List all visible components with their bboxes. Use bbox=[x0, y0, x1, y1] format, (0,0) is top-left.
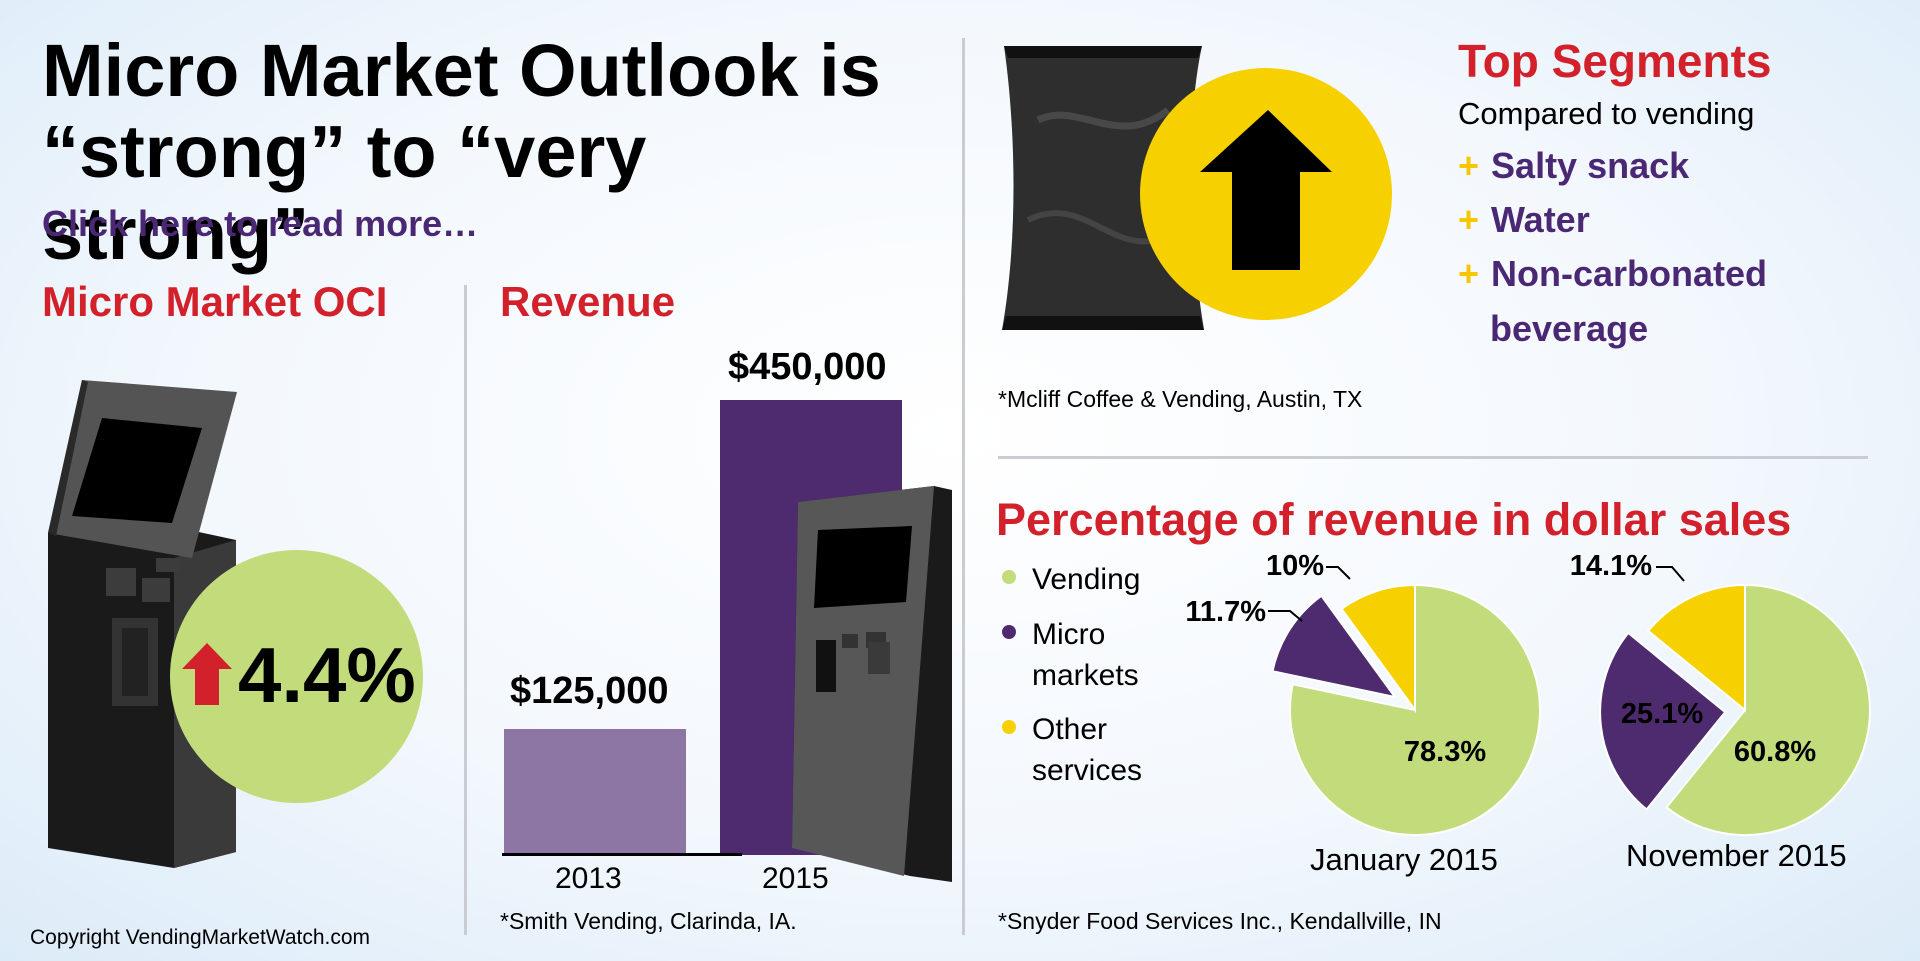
revenue-value-label-2013: $125,000 bbox=[510, 670, 669, 712]
title-line-2: “strong” to “very strong” bbox=[42, 110, 647, 275]
segment-label: Water bbox=[1491, 199, 1590, 240]
pie-leader-line bbox=[1326, 566, 1351, 580]
pie-caption-january: January 2015 bbox=[1310, 842, 1498, 877]
segments-note: *Mcliff Coffee & Vending, Austin, TX bbox=[998, 386, 1363, 412]
pie-slice-other-services bbox=[1340, 583, 1416, 714]
revenue-category-label-2015: 2015 bbox=[762, 862, 829, 895]
pie-slice-micro-markets bbox=[1271, 594, 1398, 699]
segments-heading: Top Segments bbox=[1458, 35, 1772, 87]
legend-dot-vending bbox=[1002, 570, 1016, 585]
legend-dot-micro-markets bbox=[1002, 624, 1016, 639]
oci-heading: Micro Market OCI bbox=[42, 278, 388, 325]
kiosk-illustration-center bbox=[792, 486, 952, 882]
revenue-axis-line bbox=[502, 853, 742, 856]
pie-chart-january-2015: 78.3% 11.7%10% bbox=[1185, 550, 1541, 836]
pie-slice-micro-markets bbox=[1599, 631, 1727, 811]
pie-value-label-micro-markets: 11.7% bbox=[1185, 596, 1266, 628]
revenue-value-label-2015: $450,000 bbox=[728, 346, 887, 388]
revenue-note: *Smith Vending, Clarinda, IA. bbox=[500, 908, 797, 934]
title-line-1: Micro Market Outlook is bbox=[42, 29, 881, 112]
pie-value-label-other-services: 14.1% bbox=[1570, 550, 1652, 582]
segment-up-arrow-badge bbox=[1140, 68, 1392, 320]
read-more-link[interactable]: Click here to read more… bbox=[42, 203, 479, 244]
segment-item-water: + Water bbox=[1458, 199, 1590, 241]
pie-chart-november-2015: 60.8% 25.1% 14.1% bbox=[1570, 550, 1871, 836]
percentage-note: *Snyder Food Services Inc., Kendallville… bbox=[998, 908, 1442, 934]
revenue-bar-2013 bbox=[504, 729, 686, 855]
segment-label: Non-carbonated bbox=[1491, 253, 1768, 294]
legend-item-micro-markets: Micro markets bbox=[1002, 615, 1142, 697]
legend-item-other-services: Other services bbox=[1002, 710, 1142, 792]
pie-slice-vending bbox=[1289, 583, 1541, 836]
legend-item-vending: Vending bbox=[1002, 560, 1142, 601]
segments-subheading: Compared to vending bbox=[1458, 96, 1755, 131]
legend-label: services bbox=[1032, 754, 1143, 788]
pie-value-label-vending: 60.8% bbox=[1734, 736, 1816, 768]
up-arrow-icon bbox=[182, 643, 232, 705]
pie-value-label-other-services: 10% bbox=[1266, 550, 1324, 582]
copyright: Copyright VendingMarketWatch.com bbox=[30, 926, 371, 949]
segment-item-non-carbonated: + Non-carbonated bbox=[1458, 253, 1767, 295]
divider-right bbox=[998, 456, 1868, 459]
segment-item-salty-snack: + Salty snack bbox=[1458, 145, 1689, 187]
revenue-heading: Revenue bbox=[500, 278, 676, 325]
divider-center bbox=[962, 38, 965, 935]
legend-label: markets bbox=[1032, 658, 1139, 692]
pie-slice-other-services bbox=[1646, 583, 1746, 713]
pie-slice-vending bbox=[1665, 583, 1871, 836]
oci-value: 4.4% bbox=[238, 631, 416, 719]
divider-left bbox=[464, 285, 467, 935]
pie-leader-line bbox=[1268, 610, 1303, 622]
pie-value-label-micro-markets: 25.1% bbox=[1621, 698, 1703, 730]
legend-label: Vending bbox=[1032, 563, 1141, 596]
pie-legend: Vending Micro markets Other services bbox=[1002, 560, 1142, 792]
revenue-category-label-2013: 2013 bbox=[555, 862, 622, 895]
pie-value-label-vending: 78.3% bbox=[1404, 736, 1486, 768]
legend-dot-other-services bbox=[1002, 720, 1016, 735]
pie-caption-november: November 2015 bbox=[1626, 838, 1847, 873]
plus-icon: + bbox=[1458, 253, 1480, 294]
plus-icon: + bbox=[1458, 199, 1480, 240]
segment-label: Salty snack bbox=[1491, 145, 1690, 186]
percentage-heading: Percentage of revenue in dollar sales bbox=[996, 494, 1792, 545]
legend-label: Other bbox=[1032, 713, 1108, 747]
page-title: Micro Market Outlook is “strong” to “ver… bbox=[42, 30, 922, 274]
segment-item-beverage: beverage bbox=[1490, 308, 1649, 349]
snack-bag-illustration bbox=[1002, 46, 1204, 330]
plus-icon: + bbox=[1458, 145, 1480, 186]
legend-label: Micro bbox=[1032, 617, 1106, 651]
pie-leader-line bbox=[1656, 566, 1685, 582]
